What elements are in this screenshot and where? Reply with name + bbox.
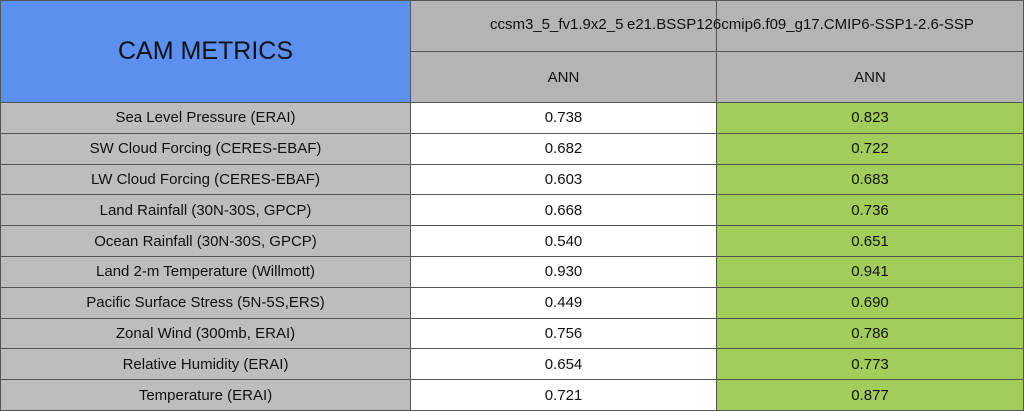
row-label: Pacific Surface Stress (5N-5S,ERS) xyxy=(0,286,411,319)
row-label: Land Rainfall (30N-30S, GPCP) xyxy=(0,194,411,227)
metric-value: 0.449 xyxy=(410,286,717,319)
metric-value: 0.721 xyxy=(410,379,717,411)
metric-value: 0.738 xyxy=(410,102,717,134)
metric-value: 0.941 xyxy=(716,256,1024,288)
metric-value: 0.722 xyxy=(716,132,1024,165)
column-name: ccsm3_5_fv1.9x2_5 xyxy=(490,16,624,33)
row-label: Relative Humidity (ERAI) xyxy=(0,348,411,381)
metric-value: 0.540 xyxy=(410,225,717,257)
metric-value: 0.930 xyxy=(410,256,717,288)
metric-value: 0.603 xyxy=(410,163,717,196)
row-label: Zonal Wind (300mb, ERAI) xyxy=(0,317,411,350)
row-label: Temperature (ERAI) xyxy=(0,379,411,411)
metric-value: 0.682 xyxy=(410,132,717,165)
row-label: LW Cloud Forcing (CERES-EBAF) xyxy=(0,163,411,196)
period-header: ANN xyxy=(410,51,717,103)
metric-value: 0.690 xyxy=(716,286,1024,319)
row-label: Land 2-m Temperature (Willmott) xyxy=(0,256,411,288)
metric-value: 0.683 xyxy=(716,163,1024,196)
metric-value: 0.736 xyxy=(716,194,1024,227)
metric-value: 0.786 xyxy=(716,317,1024,350)
metric-value: 0.877 xyxy=(716,379,1024,411)
column-name: e21.BSSP126cmip6.f09_g17.CMIP6-SSP1-2.6-… xyxy=(627,16,974,33)
metric-value: 0.668 xyxy=(410,194,717,227)
row-label: Sea Level Pressure (ERAI) xyxy=(0,102,411,134)
metric-value: 0.654 xyxy=(410,348,717,381)
metric-value: 0.773 xyxy=(716,348,1024,381)
row-label: SW Cloud Forcing (CERES-EBAF) xyxy=(0,132,411,165)
period-header: ANN xyxy=(716,51,1024,103)
metric-value: 0.756 xyxy=(410,317,717,350)
metric-value: 0.651 xyxy=(716,225,1024,257)
row-label: Ocean Rainfall (30N-30S, GPCP) xyxy=(0,225,411,257)
title-cell: CAM METRICS xyxy=(0,0,411,103)
metric-value: 0.823 xyxy=(716,102,1024,134)
